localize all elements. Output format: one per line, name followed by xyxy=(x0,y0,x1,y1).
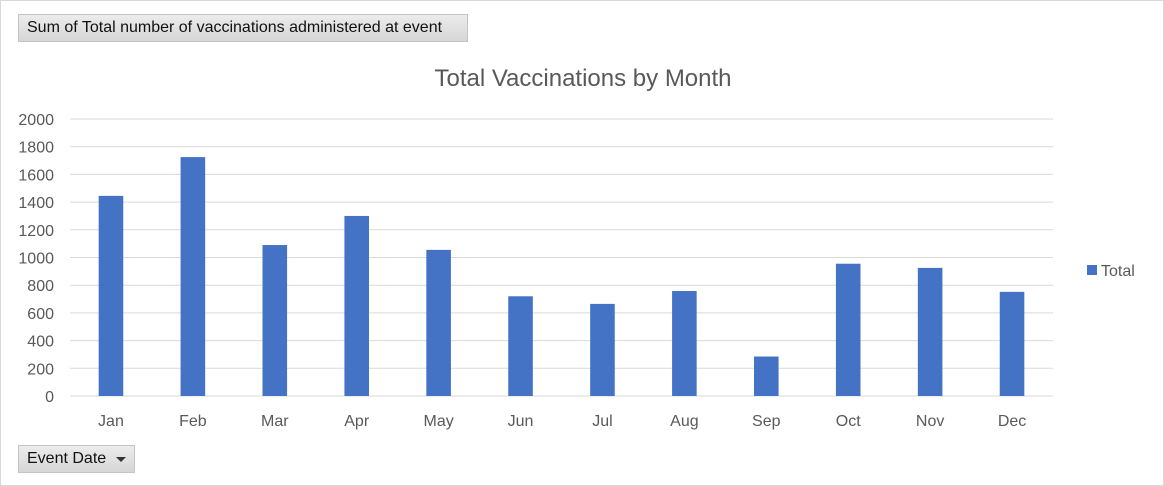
legend-label-total: Total xyxy=(1101,263,1135,280)
bar-jun[interactable] xyxy=(508,296,533,396)
y-tick-label: 800 xyxy=(27,278,54,295)
x-tick-label: Jun xyxy=(508,413,534,430)
x-tick-label: Aug xyxy=(670,413,698,430)
y-tick-label: 1200 xyxy=(18,223,54,240)
chevron-down-icon[interactable] xyxy=(116,457,126,462)
x-tick-label: Apr xyxy=(344,413,370,430)
chart-title: Total Vaccinations by Month xyxy=(434,65,731,92)
x-tick-label: May xyxy=(424,413,454,430)
bar-nov[interactable] xyxy=(917,267,943,396)
y-tick-label: 1400 xyxy=(18,195,54,212)
bar-mar[interactable] xyxy=(262,245,288,396)
bar-apr[interactable] xyxy=(344,215,369,396)
value-field-button[interactable]: Sum of Total number of vaccinations admi… xyxy=(18,14,468,42)
x-tick-label: Dec xyxy=(998,413,1026,430)
y-tick-label: 1800 xyxy=(18,140,54,157)
legend: Total xyxy=(1087,263,1135,280)
x-tick-label: Feb xyxy=(179,413,207,430)
bar-jul[interactable] xyxy=(590,303,615,396)
bar-aug[interactable] xyxy=(672,291,697,396)
y-tick-label: 1600 xyxy=(18,167,54,184)
legend-swatch xyxy=(1087,265,1097,275)
x-tick-label: Jan xyxy=(98,413,124,430)
bar-may[interactable] xyxy=(426,249,451,396)
x-tick-label: Jul xyxy=(592,413,612,430)
bar-feb[interactable] xyxy=(180,157,206,396)
bar-oct[interactable] xyxy=(835,263,861,396)
axis-field-button[interactable]: Event Date xyxy=(18,445,135,473)
value-field-label: Sum of Total number of vaccinations admi… xyxy=(27,19,443,36)
x-tick-label: Oct xyxy=(836,413,861,430)
axis-field-label: Event Date xyxy=(27,450,107,467)
y-tick-label: 600 xyxy=(27,306,54,323)
bar-dec[interactable] xyxy=(999,291,1025,396)
y-tick-label: 400 xyxy=(27,334,54,351)
bar-jan[interactable] xyxy=(98,195,124,396)
y-axis-ticks: 0 200 400 600 800 1000 1200 1400 1600 1800 2000 xyxy=(18,112,54,406)
x-axis-ticks: Jan Feb Mar Apr May Jun Jul Aug Sep Oct Nov Dec xyxy=(98,413,1026,430)
y-tick-label: 0 xyxy=(45,389,54,406)
gridlines xyxy=(70,118,1053,397)
x-tick-label: Mar xyxy=(261,413,289,430)
bar-sep[interactable] xyxy=(754,356,779,396)
x-tick-label: Sep xyxy=(752,413,781,430)
bars xyxy=(98,157,1025,396)
y-tick-label: 2000 xyxy=(18,112,54,129)
y-tick-label: 1000 xyxy=(18,251,54,268)
y-tick-label: 200 xyxy=(27,361,54,378)
x-tick-label: Nov xyxy=(916,413,944,430)
